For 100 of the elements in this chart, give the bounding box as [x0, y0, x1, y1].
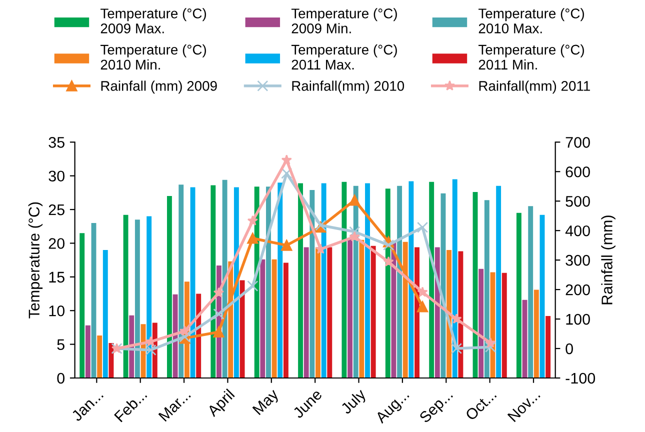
bar	[108, 342, 114, 378]
y-tick-label: 35	[48, 136, 64, 148]
y-axis-title: Temperature (°C)	[28, 202, 43, 318]
point	[485, 337, 496, 348]
bar	[429, 182, 434, 378]
bar	[178, 184, 184, 378]
bar	[85, 325, 90, 378]
bar	[234, 187, 239, 378]
bar	[283, 262, 288, 378]
point	[484, 341, 496, 353]
point	[349, 226, 360, 238]
y-tick-label: 300	[566, 254, 590, 266]
bar	[408, 181, 414, 378]
point	[416, 301, 428, 312]
point	[382, 239, 394, 251]
y-tick-label: 0	[57, 372, 64, 384]
bar	[414, 247, 420, 378]
bar	[496, 186, 502, 378]
point	[349, 194, 360, 206]
bar	[166, 196, 172, 378]
bar	[240, 280, 245, 378]
y-tick-label: -100	[566, 372, 596, 384]
legend-label: Temperature (°C) 2009 Max.	[100, 8, 206, 34]
bar	[321, 183, 326, 378]
bar	[298, 183, 303, 378]
legend-label: Temperature (°C) 2011 Max.	[291, 44, 397, 70]
bar	[80, 233, 85, 378]
point	[451, 313, 462, 324]
bar	[365, 183, 370, 378]
point	[247, 232, 258, 244]
y-axis-title: Rainfall (mm)	[601, 216, 616, 304]
point	[416, 222, 428, 233]
y-tick-label: 400	[565, 225, 590, 236]
bar	[534, 290, 539, 378]
bar	[484, 200, 490, 378]
y-tick-label: 10	[49, 305, 64, 316]
bar	[134, 220, 140, 378]
bar	[522, 300, 528, 378]
bar	[266, 186, 271, 378]
bar	[327, 247, 332, 378]
bar	[516, 212, 522, 378]
bar	[370, 246, 376, 378]
bar	[458, 251, 464, 378]
point	[247, 280, 258, 292]
y-tick-label: 700	[566, 136, 590, 148]
bar	[146, 216, 152, 378]
x-tick-label: July	[340, 388, 369, 417]
bar	[546, 316, 551, 378]
bar	[385, 188, 390, 378]
bar	[478, 268, 484, 378]
bar	[502, 272, 507, 378]
bar	[316, 247, 320, 378]
y-tick-label: 30	[48, 170, 64, 182]
point	[281, 240, 292, 251]
bar	[172, 294, 178, 378]
bar	[97, 336, 102, 378]
bar	[272, 259, 277, 378]
bar	[123, 214, 128, 378]
y-tick-label: 0	[566, 343, 573, 354]
bar	[528, 206, 534, 378]
point	[417, 286, 428, 297]
point	[383, 256, 394, 266]
bar	[129, 315, 134, 378]
x-tick-label: Jan...	[70, 389, 104, 422]
y-tick-label: 500	[566, 196, 590, 207]
bar	[397, 186, 402, 378]
bar	[91, 223, 96, 378]
bar	[342, 182, 347, 378]
bar	[359, 240, 364, 378]
y-tick-label: 100	[566, 314, 590, 325]
legend-label: Temperature (°C) 2011 Min.	[478, 44, 584, 70]
bar	[540, 214, 545, 378]
legend-label: Temperature (°C) 2009 Min.	[291, 8, 397, 34]
bar	[348, 238, 353, 378]
x-tick-label: May	[252, 388, 282, 418]
point	[213, 308, 224, 320]
bar	[222, 180, 228, 378]
legend-label: Rainfall (mm) 2009	[101, 80, 217, 94]
point	[315, 244, 326, 254]
bar	[102, 250, 108, 378]
legend-label: Rainfall(mm) 2010	[292, 80, 404, 94]
bar	[304, 247, 309, 378]
y-tick-label: 25	[48, 204, 64, 216]
point	[247, 215, 258, 226]
y-tick-label: 200	[566, 284, 590, 296]
point	[349, 231, 360, 242]
point	[281, 154, 292, 165]
bar	[452, 179, 458, 378]
x-tick-label: Oct...	[464, 388, 497, 421]
y-tick-label: 20	[48, 238, 64, 249]
point	[213, 287, 224, 298]
legend-label: Temperature (°C) 2010 Max.	[478, 8, 584, 34]
bar	[210, 185, 216, 378]
point	[213, 326, 224, 338]
bar	[260, 259, 266, 378]
bar	[278, 182, 283, 378]
y-tick-label: 600	[566, 166, 590, 178]
point	[179, 326, 190, 336]
legend-label: Rainfall(mm) 2011	[479, 80, 590, 94]
legend-label: Temperature (°C) 2010 Min.	[100, 44, 206, 70]
